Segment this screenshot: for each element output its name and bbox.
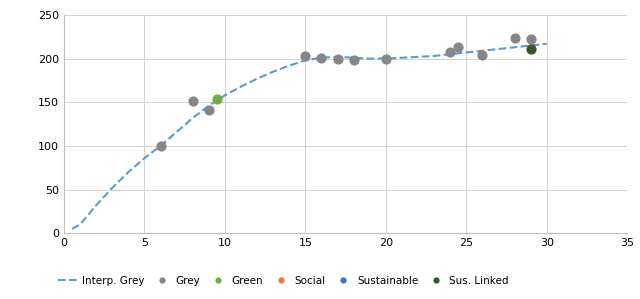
Point	[445, 50, 455, 55]
Interp. Grey	[92, 204, 100, 207]
Interp. Grey	[350, 56, 358, 60]
Interp. Grey	[446, 52, 454, 56]
Interp. Grey	[108, 186, 116, 190]
Interp. Grey	[285, 64, 293, 67]
Interp. Grey	[543, 42, 550, 45]
Point	[156, 144, 166, 148]
Interp. Grey	[317, 56, 325, 60]
Point	[332, 56, 342, 61]
Point	[381, 57, 391, 62]
Interp. Grey	[141, 156, 148, 160]
Point	[204, 108, 214, 112]
Interp. Grey	[382, 57, 390, 60]
Interp. Grey	[333, 55, 341, 59]
Point	[188, 98, 198, 103]
Interp. Grey	[527, 44, 534, 47]
Interp. Grey	[68, 227, 76, 231]
Interp. Grey	[157, 144, 164, 148]
Point	[509, 35, 520, 40]
Interp. Grey	[511, 45, 518, 49]
Interp. Grey	[430, 54, 438, 58]
Point	[525, 37, 536, 42]
Point	[212, 96, 222, 101]
Point	[477, 53, 488, 57]
Interp. Grey	[398, 56, 406, 60]
Point	[316, 55, 326, 60]
Point	[453, 45, 463, 50]
Interp. Grey	[189, 116, 196, 120]
Interp. Grey	[463, 51, 470, 54]
Point	[349, 58, 359, 63]
Interp. Grey	[205, 104, 212, 108]
Interp. Grey	[173, 130, 180, 134]
Point	[525, 47, 536, 51]
Interp. Grey	[76, 223, 84, 226]
Interp. Grey	[479, 49, 486, 53]
Interp. Grey	[125, 170, 132, 174]
Interp. Grey	[414, 55, 422, 59]
Interp. Grey	[221, 94, 228, 97]
Line: Interp. Grey: Interp. Grey	[72, 44, 547, 229]
Point	[300, 54, 310, 58]
Legend: Interp. Grey, Grey, Green, Social, Sustainable, Sus. Linked: Interp. Grey, Grey, Green, Social, Susta…	[58, 276, 509, 286]
Interp. Grey	[237, 85, 245, 88]
Interp. Grey	[366, 57, 374, 60]
Interp. Grey	[495, 47, 502, 51]
Interp. Grey	[269, 70, 277, 74]
Interp. Grey	[301, 59, 309, 62]
Interp. Grey	[253, 77, 261, 80]
